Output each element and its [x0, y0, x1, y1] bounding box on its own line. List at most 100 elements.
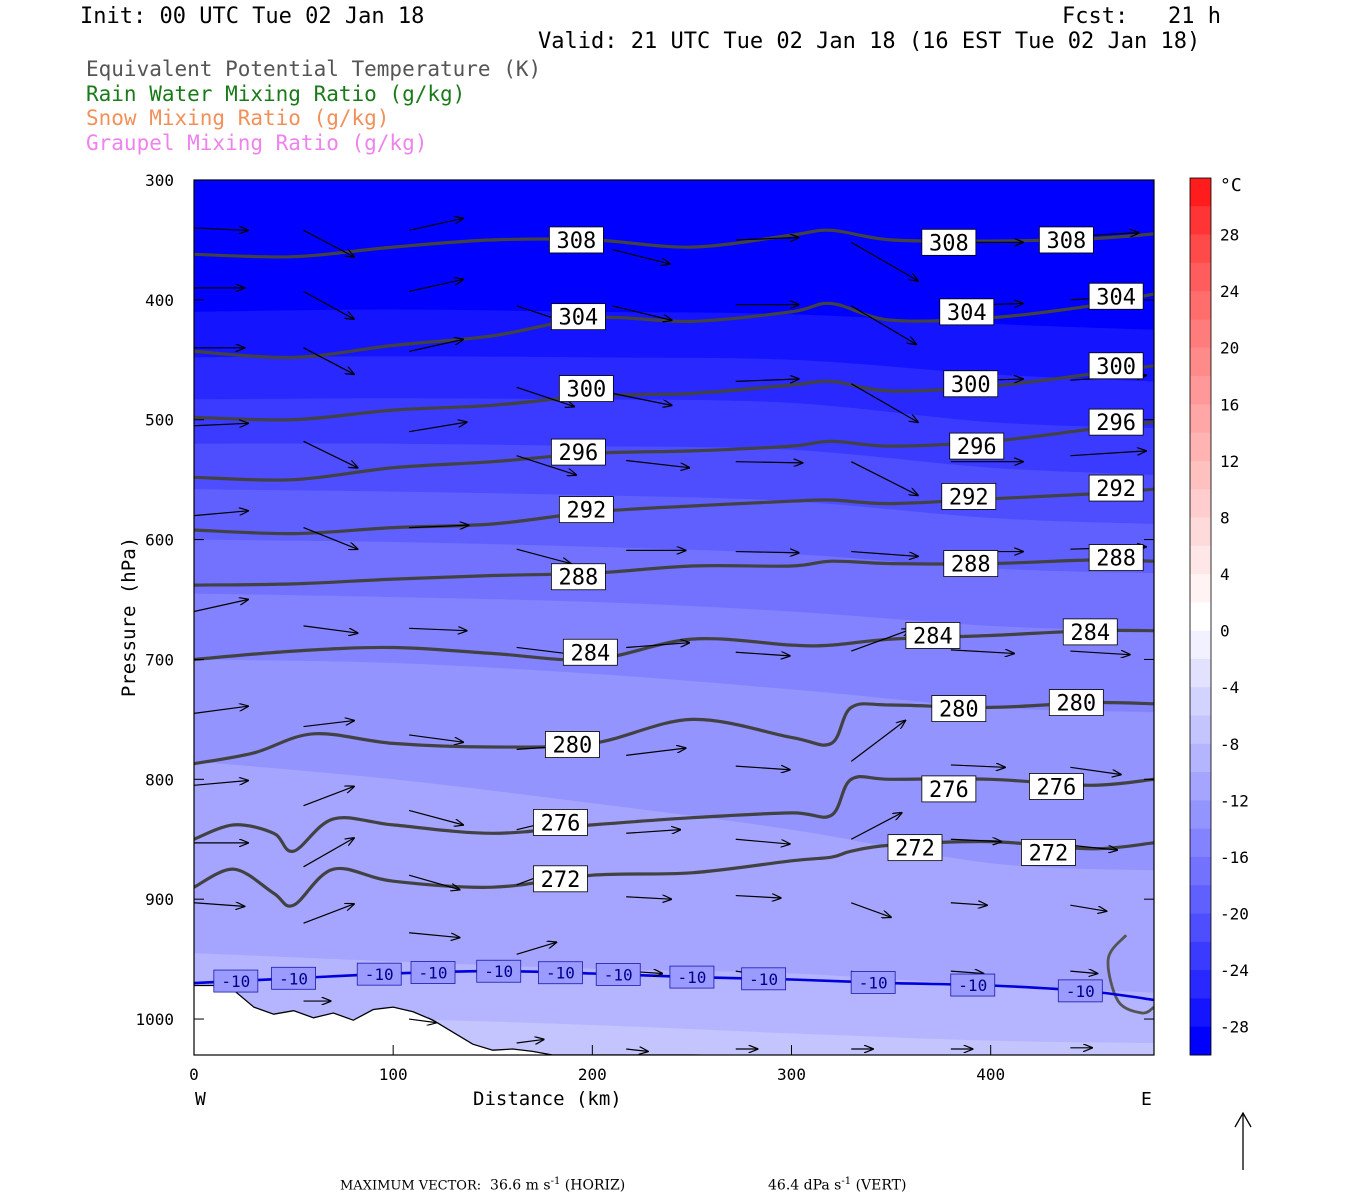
- colorbar-bin: [1190, 376, 1211, 405]
- colorbar-label: 28: [1220, 226, 1239, 245]
- theta-e-label: 292: [558, 496, 614, 524]
- theta-e-label: 296: [550, 438, 606, 466]
- colorbar-label: 12: [1220, 452, 1239, 471]
- wind-vector: [735, 766, 790, 770]
- wind-vector: [950, 903, 987, 905]
- theta-e-label: 296: [1088, 408, 1144, 436]
- x-axis-right-label: E: [1141, 1089, 1152, 1110]
- wind-vector: [850, 721, 905, 762]
- max-vector-line: MAXIMUM VECTOR: 36.6 m s-1 (HORIZ): [340, 1176, 625, 1194]
- svg-text:276: 276: [929, 778, 969, 803]
- wind-vector: [409, 932, 459, 938]
- wind-vector: [408, 339, 463, 352]
- wind-vector: [516, 1039, 544, 1043]
- wind-vector: [409, 1019, 436, 1023]
- svg-text:308: 308: [557, 229, 597, 254]
- y-tick-label: 400: [145, 291, 174, 310]
- wind-vector: [626, 459, 689, 467]
- wind-vector: [409, 422, 467, 433]
- theta-e-label: 288: [1088, 544, 1144, 572]
- wind-vector: [194, 600, 248, 613]
- wind-vector: [735, 838, 790, 844]
- colorbar-bin: [1190, 206, 1211, 236]
- theta-e-label: 288: [550, 563, 606, 591]
- init-time: Init: 00 UTC Tue 02 Jan 18: [80, 4, 425, 29]
- colorbar-bin: [1190, 630, 1211, 660]
- wind-vector: [303, 229, 354, 256]
- wind-vector: [735, 652, 790, 656]
- theta-e-label: 276: [533, 809, 588, 836]
- wind-vector: [735, 462, 803, 463]
- colorbar-bin: [1190, 970, 1211, 999]
- colorbar-label: -28: [1220, 1018, 1249, 1037]
- y-tick-label: 300: [145, 171, 174, 190]
- svg-text:296: 296: [559, 441, 599, 466]
- valid-time: Valid: 21 UTC Tue 02 Jan 18 (16 EST Tue …: [538, 29, 1201, 54]
- wind-vector: [850, 813, 901, 840]
- terrain-line: [194, 984, 746, 1055]
- colorbar-bin: [1190, 913, 1211, 943]
- wind-vector: [1070, 971, 1097, 973]
- theta-e-label: 304: [939, 298, 995, 326]
- svg-text:272: 272: [541, 868, 581, 893]
- wind-vector: [735, 238, 799, 240]
- wind-vector: [1070, 904, 1106, 911]
- colorbar-bin: [1190, 602, 1211, 632]
- theta-e-contour: [194, 839, 1154, 908]
- theta-e-label: 292: [941, 483, 997, 510]
- wind-vector: [626, 748, 685, 756]
- wind-vector: [194, 511, 248, 517]
- wind-vector: [850, 461, 918, 496]
- wind-vector: [408, 279, 463, 293]
- colorbar-bin: [1190, 291, 1211, 320]
- svg-text:-10: -10: [1066, 982, 1095, 1001]
- forecast-hour: Fcst: 21 h: [1062, 4, 1221, 29]
- wind-vector: [612, 248, 670, 264]
- wind-vector: [851, 550, 918, 557]
- legend-theta-e: Equivalent Potential Temperature (K): [86, 57, 542, 81]
- wind-vector: [1070, 766, 1120, 774]
- theta-e-contour: [194, 228, 1154, 259]
- wind-vector: [950, 971, 983, 973]
- colorbar-bin: [1190, 998, 1211, 1028]
- wind-vector: [409, 734, 463, 742]
- vert-value: 46.4 dPa s: [768, 1177, 842, 1194]
- wind-vector: [735, 552, 799, 553]
- svg-text:292: 292: [949, 485, 989, 510]
- theta-e-contour: [194, 364, 1154, 422]
- wind-vector: [194, 903, 244, 907]
- svg-text:308: 308: [929, 231, 969, 256]
- theta-e-label: 276: [1029, 773, 1084, 801]
- theta-e-label: 284: [562, 638, 618, 666]
- theta-e-label: 272: [1021, 839, 1076, 866]
- colorbar-label: 16: [1220, 395, 1239, 414]
- minus10-label: -10: [538, 961, 583, 985]
- svg-text:272: 272: [1029, 841, 1069, 866]
- wind-vector: [409, 628, 467, 630]
- svg-text:288: 288: [1096, 547, 1136, 572]
- svg-text:304: 304: [1096, 285, 1136, 310]
- minus10-label: -10: [669, 965, 715, 989]
- wind-vector: [735, 896, 781, 898]
- terrain-fill: [194, 985, 692, 1055]
- theta-e-label: 292: [1088, 474, 1144, 502]
- colorbar-unit: °C: [1220, 175, 1242, 196]
- x-tick-label: 0: [189, 1065, 199, 1084]
- colorbar-label: -16: [1220, 848, 1249, 867]
- svg-text:-10: -10: [365, 965, 394, 984]
- svg-text:300: 300: [951, 373, 991, 398]
- svg-text:-10: -10: [221, 972, 250, 991]
- colorbar-bin: [1190, 489, 1211, 518]
- colorbar-label: -24: [1220, 961, 1249, 980]
- theta-e-label: 308: [1038, 226, 1094, 254]
- vert-vector-line: 46.4 dPa s-1 (VERT): [768, 1176, 906, 1194]
- colorbar-bin: [1190, 715, 1211, 745]
- colorbar-bin: [1190, 517, 1211, 547]
- wind-vector: [303, 290, 354, 319]
- x-axis-label: Distance (km): [473, 1088, 622, 1110]
- theta-e-label: 272: [887, 834, 943, 862]
- minus10-label: -10: [1057, 979, 1103, 1003]
- wind-vector: [194, 423, 248, 425]
- svg-text:304: 304: [559, 306, 599, 331]
- minus10-label: -10: [850, 971, 896, 994]
